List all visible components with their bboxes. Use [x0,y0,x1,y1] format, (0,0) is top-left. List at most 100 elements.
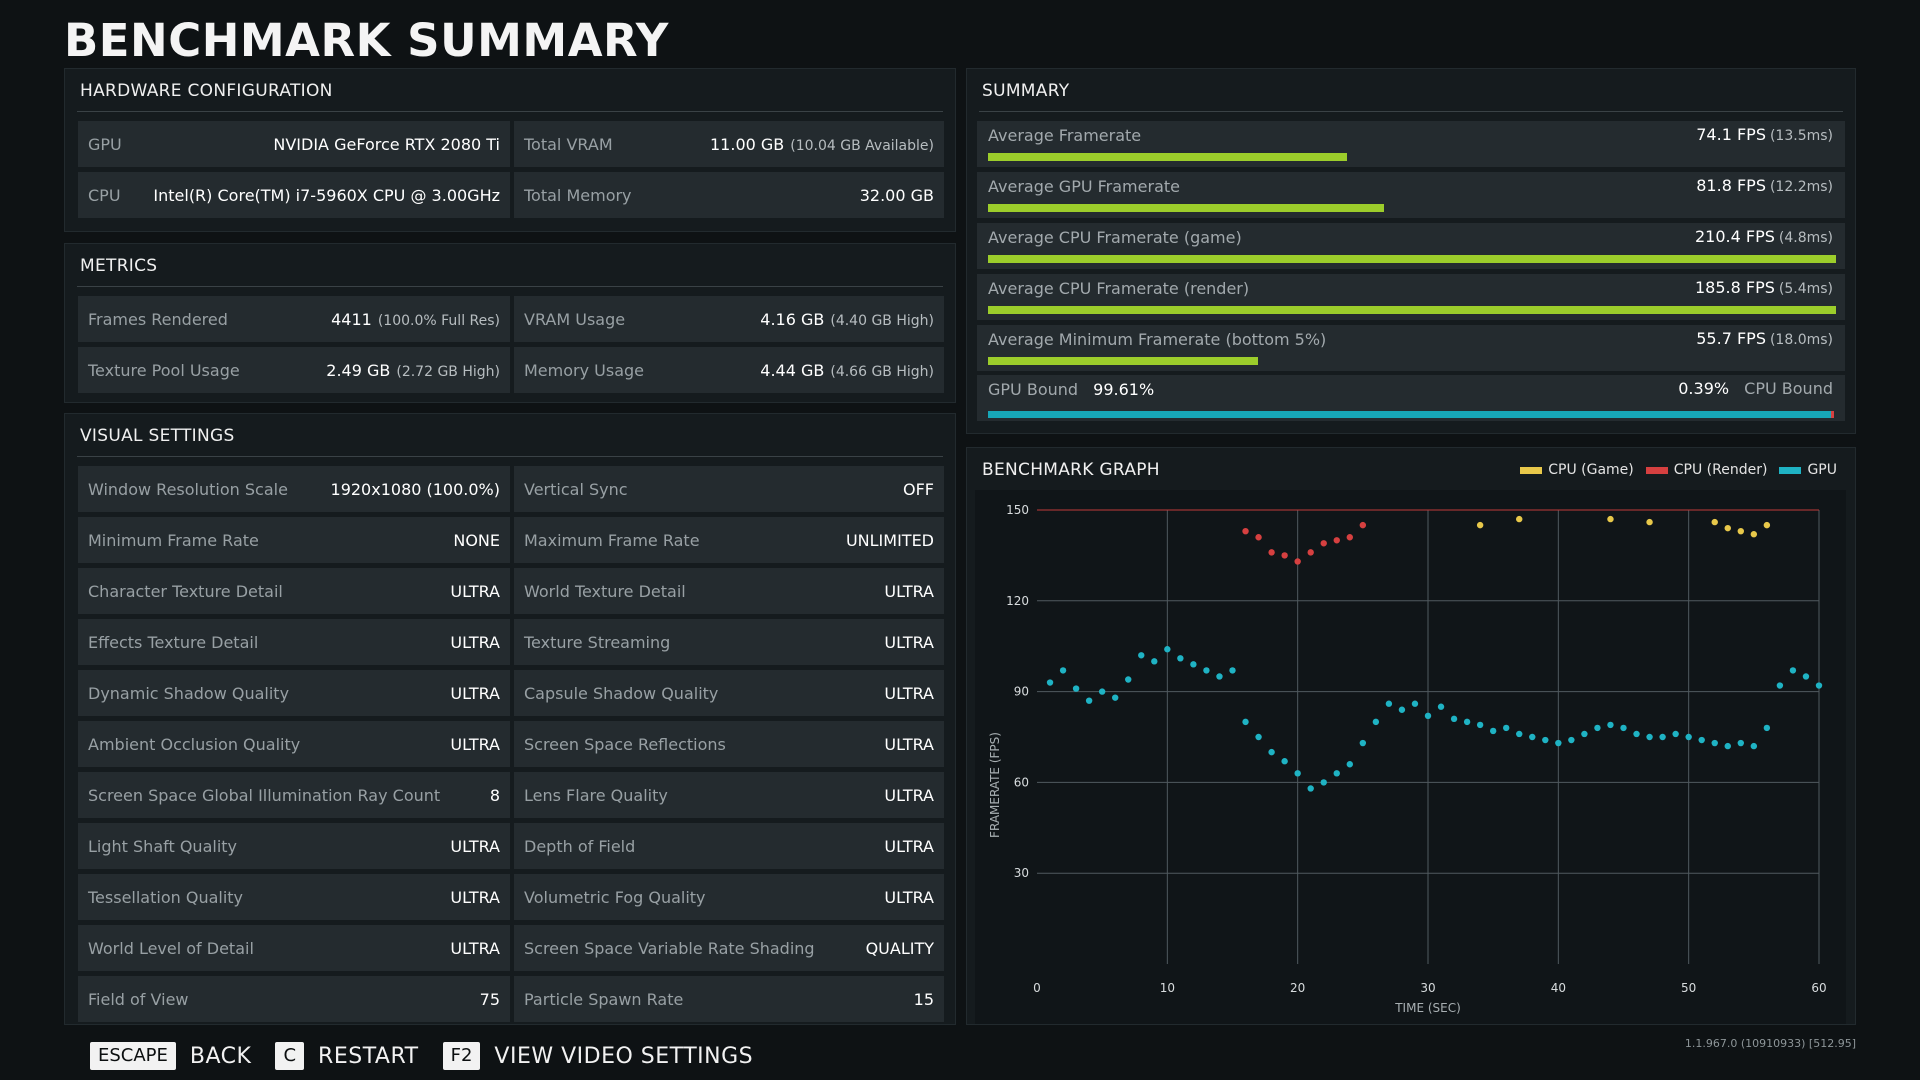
row-value: 2.49 GB (2.72 GB High) [326,360,500,380]
data-point [1542,736,1549,744]
setting-row: World Texture Detail ULTRA [514,568,944,614]
data-point [1098,688,1106,695]
setting-row: Depth of Field ULTRA [514,823,944,869]
y-tick-label: 90 [1014,685,1029,699]
data-point [1815,682,1823,689]
escape-key[interactable]: ESCAPE [90,1042,176,1070]
setting-label: Particle Spawn Rate [524,989,684,1009]
legend-item-cpu-render: CPU (Render) [1645,462,1767,478]
graph-area: 0 10 20 30 40 50 60 30 60 90 120 150 TIME (SEC) FRAME… [975,490,1846,1024]
data-point [1255,534,1262,541]
hw-row-gpu: GPU NVIDIA GeForce RTX 2080 Ti [78,121,510,167]
data-point [1424,712,1432,720]
setting-row: Vertical Sync OFF [514,466,944,512]
data-point [1346,534,1353,541]
data-point [1750,742,1758,750]
row-label: Texture Pool Usage [88,360,240,380]
data-point [1072,685,1080,692]
row-label: Total Memory [524,185,632,205]
summary-label: Average GPU Framerate [988,177,1180,196]
data-point [1359,521,1367,529]
data-point [1203,667,1210,674]
setting-row: Volumetric Fog Quality ULTRA [514,874,944,920]
summary-label: Average CPU Framerate (render) [988,279,1250,298]
summary-label: Average CPU Framerate (game) [988,228,1242,247]
data-point [1646,518,1653,526]
view-video-settings-button[interactable]: VIEW VIDEO SETTINGS [494,1043,754,1069]
data-point [1659,733,1666,741]
setting-value: ULTRA [884,785,934,805]
summary-value: 210.4 FPS (4.8ms) [1694,227,1833,246]
hw-row-vram: Total VRAM 11.00 GB (10.04 GB Available) [514,121,944,167]
setting-value: ULTRA [450,836,500,856]
data-point [1776,682,1784,689]
summary-value: 185.8 FPS (5.4ms) [1694,278,1833,297]
data-point [1516,515,1523,523]
setting-row: Light Shaft Quality ULTRA [78,823,510,869]
metric-row-vram: VRAM Usage 4.16 GB (4.40 GB High) [514,296,944,342]
f2-key[interactable]: F2 [442,1042,481,1070]
c-key[interactable]: C [275,1042,305,1070]
cpu-bound-bar [1830,411,1834,418]
setting-row: World Level of Detail ULTRA [78,925,510,971]
data-point [1711,739,1718,747]
data-point [1581,730,1588,738]
data-point [1737,527,1744,535]
summary-bar [988,306,1836,314]
data-point [1698,736,1705,744]
data-point [1685,733,1692,741]
metric-row-texture-pool: Texture Pool Usage 2.49 GB (2.72 GB High) [78,347,510,393]
version-label: 1.1.967.0 (10910933) [512.95] [1684,1037,1856,1050]
x-tick-label: 40 [1551,981,1566,995]
data-point [1333,770,1340,777]
data-point [1724,742,1731,750]
y-tick-label: 60 [1014,775,1029,789]
summary-row: Average Minimum Framerate (bottom 5%) 55.… [977,325,1845,371]
setting-value: ULTRA [884,683,934,703]
setting-label: Light Shaft Quality [88,836,237,856]
data-point [1568,736,1575,744]
setting-value: UNLIMITED [845,530,934,550]
setting-value: ULTRA [450,683,500,703]
data-point [1646,733,1653,741]
setting-value: ULTRA [450,938,500,958]
setting-label: Screen Space Variable Rate Shading [524,938,815,958]
setting-row: Screen Space Global Illumination Ray Cou… [78,772,510,818]
setting-row: Effects Texture Detail ULTRA [78,619,510,665]
setting-value: 8 [489,785,500,805]
data-point [1607,515,1614,523]
data-point [1529,733,1536,741]
summary-row: Average CPU Framerate (render) 185.8 FPS(… [977,274,1845,320]
summary-label: Average Framerate [988,126,1142,145]
divider [77,111,943,112]
legend-item-cpu-game: CPU (Game) [1520,462,1634,478]
data-point [1346,761,1353,768]
setting-row: Maximum Frame Rate UNLIMITED [514,517,944,563]
data-point [1216,673,1223,680]
data-point [1503,724,1510,732]
cpu-bound-value: 0.39% [1678,379,1730,398]
data-point [1281,758,1288,765]
restart-button[interactable]: RESTART [318,1043,419,1069]
setting-row: Screen Space Variable Rate Shading QUALIT… [514,925,944,971]
metric-row-frames: Frames Rendered 4411 (100.0% Full Res) [78,296,510,342]
setting-label: Maximum Frame Rate [524,530,700,550]
setting-label: Volumetric Fog Quality [524,887,706,907]
graph-title: BENCHMARK GRAPH [982,460,1160,480]
data-point [1450,715,1458,723]
row-label: Frames Rendered [88,309,228,329]
divider [77,456,943,457]
setting-label: Capsule Shadow Quality [524,683,719,703]
data-point [1359,739,1367,747]
data-point [1385,700,1393,707]
row-value: 32.00 GB [859,185,934,205]
bound-bar [988,411,1834,418]
data-point [1802,673,1810,680]
data-point [1555,739,1562,747]
setting-label: Character Texture Detail [88,581,283,601]
setting-row: Screen Space Reflections ULTRA [514,721,944,767]
setting-label: Depth of Field [524,836,636,856]
back-button[interactable]: BACK [189,1043,252,1069]
summary-row: Average CPU Framerate (game) 210.4 FPS (4.… [977,223,1845,269]
summary-value: 81.8 FPS (12.2ms) [1696,176,1833,195]
